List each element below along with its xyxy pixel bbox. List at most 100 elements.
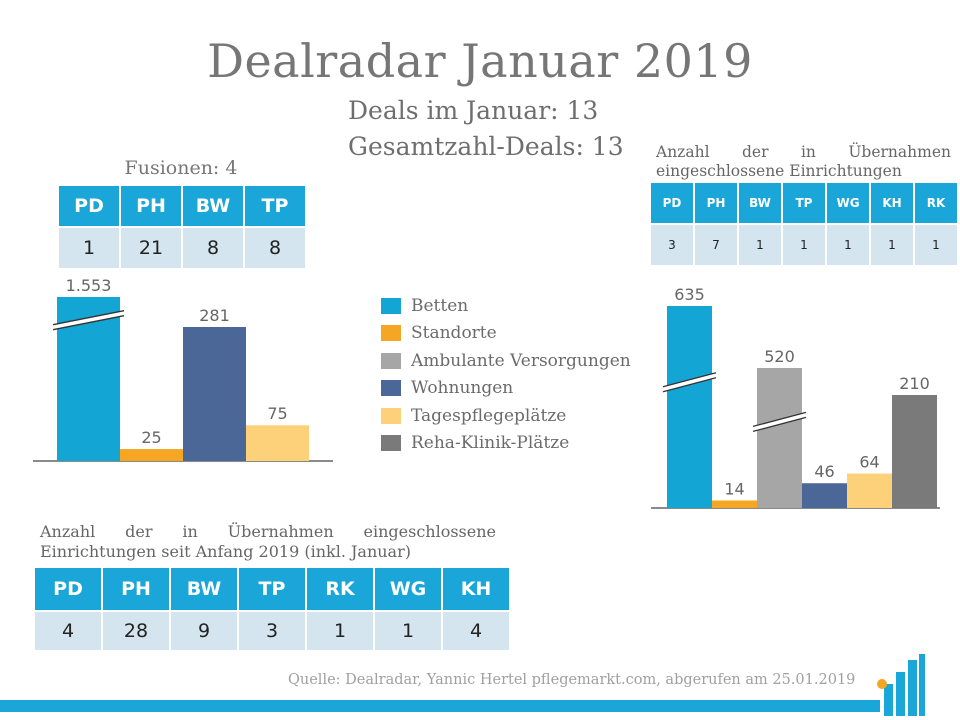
- chart-bar: [120, 449, 183, 461]
- axis-break-line: [52, 315, 125, 331]
- table-cell: 1: [915, 225, 957, 265]
- data-label: 64: [859, 453, 879, 472]
- data-label: 25: [141, 428, 161, 447]
- page-title: Dealradar Januar 2019: [207, 34, 753, 88]
- table-cell: 1: [59, 228, 119, 268]
- legend-label: Standorte: [411, 323, 497, 344]
- table-cell: 1: [783, 225, 825, 265]
- table-header-cell: WG: [827, 183, 869, 223]
- legend-item: Ambulante Versorgungen: [381, 347, 631, 375]
- legend-swatch: [381, 297, 401, 314]
- data-label: 46: [814, 462, 834, 481]
- axis-break-mark: [53, 310, 124, 330]
- axis-break-line: [752, 411, 807, 428]
- table-header-cell: PH: [695, 183, 737, 223]
- table-header-cell: TP: [783, 183, 825, 223]
- table-header-cell: RK: [915, 183, 957, 223]
- deals-januar: Deals im Januar: 13: [348, 96, 599, 125]
- table-cell: 3: [651, 225, 693, 265]
- legend-label: Ambulante Versorgungen: [411, 350, 631, 371]
- chart-bar: [757, 368, 802, 508]
- chart-bar: [183, 327, 246, 461]
- table-header-cell: BW: [183, 186, 243, 226]
- table-header-cell: KH: [443, 568, 509, 610]
- table-cell: 9: [171, 612, 237, 650]
- table-header-cell: KH: [871, 183, 913, 223]
- axis-break-line: [662, 372, 717, 388]
- legend-item: Wohnungen: [381, 375, 631, 403]
- table-header-cell: BW: [739, 183, 781, 223]
- table-cell: 1: [375, 612, 441, 650]
- table-header-row: PD PH BW TP: [59, 186, 305, 226]
- legend-item: Betten: [381, 292, 631, 320]
- fusionen-label: Fusionen: 4: [124, 157, 238, 179]
- fusionen-table: PD PH BW TP 1 21 8 8: [57, 184, 307, 270]
- table-cell: 28: [103, 612, 169, 650]
- brand-logo-icon: [877, 654, 925, 716]
- table-header-cell: WG: [375, 568, 441, 610]
- data-label: 210: [899, 374, 930, 393]
- axis-break-line: [52, 310, 125, 326]
- table-header-cell: TP: [245, 186, 305, 226]
- chart-bar: [712, 500, 757, 508]
- axis-break-mark: [663, 372, 716, 392]
- footer-bar: [0, 700, 880, 712]
- table-row: 4 28 9 3 1 1 4: [35, 612, 509, 650]
- chart-bar: [892, 395, 937, 508]
- table-cell: 21: [121, 228, 181, 268]
- table-header-cell: PD: [651, 183, 693, 223]
- table-cell: 8: [183, 228, 243, 268]
- data-label: 520: [764, 347, 795, 366]
- legend-swatch: [381, 407, 401, 424]
- chart-bar: [667, 306, 712, 508]
- table-cell: 1: [307, 612, 373, 650]
- table-cell: 4: [35, 612, 101, 650]
- table-cell: 8: [245, 228, 305, 268]
- legend-swatch: [381, 380, 401, 397]
- uebernahmen-label: Anzahl der in Übernahmen eingeschlossene…: [656, 143, 951, 180]
- legend-item: Standorte: [381, 320, 631, 348]
- legend: Betten Standorte Ambulante Versorgungen …: [381, 292, 631, 457]
- table-header-cell: PH: [121, 186, 181, 226]
- table-header-row: PD PH BW TP RK WG KH: [35, 568, 509, 610]
- axis-break-line: [662, 377, 717, 393]
- table-cell: 1: [739, 225, 781, 265]
- table-cell: 1: [827, 225, 869, 265]
- chart-bar: [847, 473, 892, 508]
- legend-item: Reha-Klinik-Plätze: [381, 430, 631, 458]
- source-note: Quelle: Dealradar, Yannic Hertel pflegem…: [288, 672, 856, 688]
- table-header-cell: BW: [171, 568, 237, 610]
- legend-swatch: [381, 325, 401, 342]
- data-label: 281: [199, 306, 230, 325]
- table-header-cell: PD: [35, 568, 101, 610]
- uebernahmen-table: PD PH BW TP WG KH RK 3 7 1 1 1 1 1: [649, 181, 959, 267]
- gesamt-label: Anzahl der in Übernahmen eingeschlossene…: [40, 522, 496, 561]
- legend-label: Reha-Klinik-Plätze: [411, 433, 570, 454]
- axis-break-mark: [753, 412, 806, 432]
- legend-label: Wohnungen: [411, 378, 514, 399]
- gesamtzahl-deals: Gesamtzahl-Deals: 13: [348, 132, 624, 161]
- data-label: 14: [724, 479, 744, 498]
- table-cell: 4: [443, 612, 509, 650]
- table-header-cell: PD: [59, 186, 119, 226]
- table-cell: 7: [695, 225, 737, 265]
- chart-bar: [246, 425, 309, 461]
- legend-swatch: [381, 435, 401, 452]
- table-header-cell: TP: [239, 568, 305, 610]
- table-row: 3 7 1 1 1 1 1: [651, 225, 957, 265]
- table-cell: 1: [871, 225, 913, 265]
- data-label: 1.553: [66, 276, 112, 295]
- legend-label: Tagespflegeplätze: [411, 405, 567, 426]
- legend-item: Tagespflegeplätze: [381, 402, 631, 430]
- table-header-cell: PH: [103, 568, 169, 610]
- axis-break-line: [752, 416, 807, 433]
- data-label: 635: [674, 285, 705, 304]
- table-header-cell: RK: [307, 568, 373, 610]
- chart-bar: [802, 483, 847, 508]
- table-cell: 3: [239, 612, 305, 650]
- legend-label: Betten: [411, 295, 469, 316]
- table-row: 1 21 8 8: [59, 228, 305, 268]
- data-label: 75: [267, 404, 287, 423]
- legend-swatch: [381, 352, 401, 369]
